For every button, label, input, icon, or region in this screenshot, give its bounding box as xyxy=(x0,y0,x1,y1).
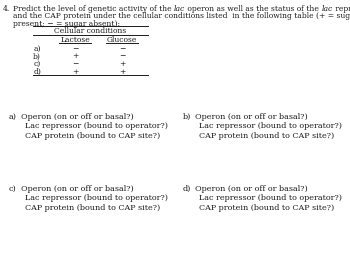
Text: CAP protein (bound to CAP site?): CAP protein (bound to CAP site?) xyxy=(25,204,160,212)
Text: operon as well as the status of the: operon as well as the status of the xyxy=(185,5,322,13)
Text: Lac repressor (bound to operator?): Lac repressor (bound to operator?) xyxy=(25,195,168,202)
Text: Lac repressor (bound to operator?): Lac repressor (bound to operator?) xyxy=(199,122,342,130)
Text: Predict the level of genetic activity of the: Predict the level of genetic activity of… xyxy=(13,5,174,13)
Text: +: + xyxy=(119,60,125,68)
Text: Glucose: Glucose xyxy=(107,36,137,43)
Text: c): c) xyxy=(9,185,17,193)
Text: repressor: repressor xyxy=(333,5,350,13)
Text: CAP protein (bound to CAP site?): CAP protein (bound to CAP site?) xyxy=(25,132,160,140)
Text: lac: lac xyxy=(322,5,333,13)
Text: and the CAP protein under the cellular conditions listed  in the following table: and the CAP protein under the cellular c… xyxy=(13,12,350,20)
Text: CAP protein (bound to CAP site?): CAP protein (bound to CAP site?) xyxy=(199,132,334,140)
Text: −: − xyxy=(119,52,125,60)
Text: c): c) xyxy=(34,60,41,68)
Text: −: − xyxy=(72,45,78,53)
Text: Operon (on or off or basal?): Operon (on or off or basal?) xyxy=(21,113,134,121)
Text: Operon (on or off or basal?): Operon (on or off or basal?) xyxy=(195,185,308,193)
Text: Lac repressor (bound to operator?): Lac repressor (bound to operator?) xyxy=(199,195,342,202)
Text: present; − = sugar absent):: present; − = sugar absent): xyxy=(13,20,120,28)
Text: a): a) xyxy=(9,113,17,121)
Text: Lactose: Lactose xyxy=(60,36,90,43)
Text: b): b) xyxy=(183,113,191,121)
Text: lac: lac xyxy=(174,5,185,13)
Text: +: + xyxy=(72,52,78,60)
Text: −: − xyxy=(119,45,125,53)
Text: CAP protein (bound to CAP site?): CAP protein (bound to CAP site?) xyxy=(199,204,334,212)
Text: Cellular conditions: Cellular conditions xyxy=(54,27,127,35)
Text: b): b) xyxy=(33,52,41,60)
Text: Lac repressor (bound to operator?): Lac repressor (bound to operator?) xyxy=(25,122,168,130)
Text: a): a) xyxy=(34,45,41,53)
Text: d): d) xyxy=(183,185,191,193)
Text: 4.: 4. xyxy=(3,5,10,13)
Text: Operon (on or off or basal?): Operon (on or off or basal?) xyxy=(195,113,308,121)
Text: −: − xyxy=(72,60,78,68)
Text: d): d) xyxy=(33,68,41,76)
Text: +: + xyxy=(119,68,125,76)
Text: Operon (on or off or basal?): Operon (on or off or basal?) xyxy=(21,185,134,193)
Text: +: + xyxy=(72,68,78,76)
